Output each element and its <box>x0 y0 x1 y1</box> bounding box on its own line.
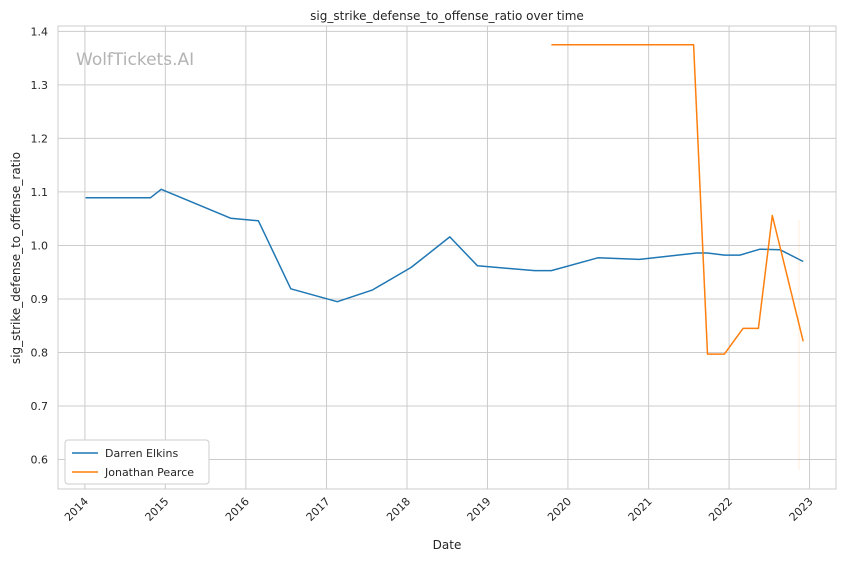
y-axis-label: sig_strike_defense_to_offense_ratio <box>9 152 23 364</box>
x-tick-label: 2019 <box>465 495 494 524</box>
x-tick-label: 2017 <box>304 495 333 524</box>
x-tick-label: 2015 <box>142 495 171 524</box>
y-tick-label: 1.0 <box>31 239 49 252</box>
y-tick-label: 1.3 <box>31 79 49 92</box>
legend: Darren Elkins Jonathan Pearce <box>64 439 210 485</box>
plot-area <box>58 26 836 489</box>
x-axis-label: Date <box>433 538 462 552</box>
legend-box <box>64 439 210 485</box>
x-tick-label: 2020 <box>545 495 574 524</box>
x-tick-label: 2021 <box>626 495 655 524</box>
y-tick-label: 0.6 <box>31 454 49 467</box>
x-tick-label: 2018 <box>384 495 413 524</box>
legend-label-darren-elkins: Darren Elkins <box>105 447 178 460</box>
watermark: WolfTickets.AI <box>76 50 194 70</box>
y-tick-label: 1.2 <box>31 132 49 145</box>
chart-title: sig_strike_defense_to_offense_ratio over… <box>310 9 584 23</box>
series-lines <box>85 43 804 355</box>
x-tick-labels: 2014 2015 2016 2017 2018 2019 2020 2021 2022 2023 <box>62 495 816 524</box>
y-tick-label: 0.8 <box>31 347 49 360</box>
x-tick-label: 2022 <box>706 495 735 524</box>
series-line-jonathan-pearce <box>551 43 804 355</box>
x-tick-label: 2023 <box>787 495 816 524</box>
legend-label-jonathan-pearce: Jonathan Pearce <box>104 466 194 479</box>
y-tick-labels: 0.6 0.7 0.8 0.9 1.0 1.1 1.2 1.3 1.4 <box>31 25 49 466</box>
plot-frame <box>57 25 837 490</box>
y-tick-label: 1.1 <box>31 186 49 199</box>
series-line-darren-elkins <box>85 188 804 303</box>
y-tick-label: 1.4 <box>31 25 49 38</box>
y-tick-label: 0.9 <box>31 293 49 306</box>
y-tick-label: 0.7 <box>31 400 49 413</box>
x-tick-label: 2014 <box>62 495 91 524</box>
x-tick-label: 2016 <box>223 495 252 524</box>
